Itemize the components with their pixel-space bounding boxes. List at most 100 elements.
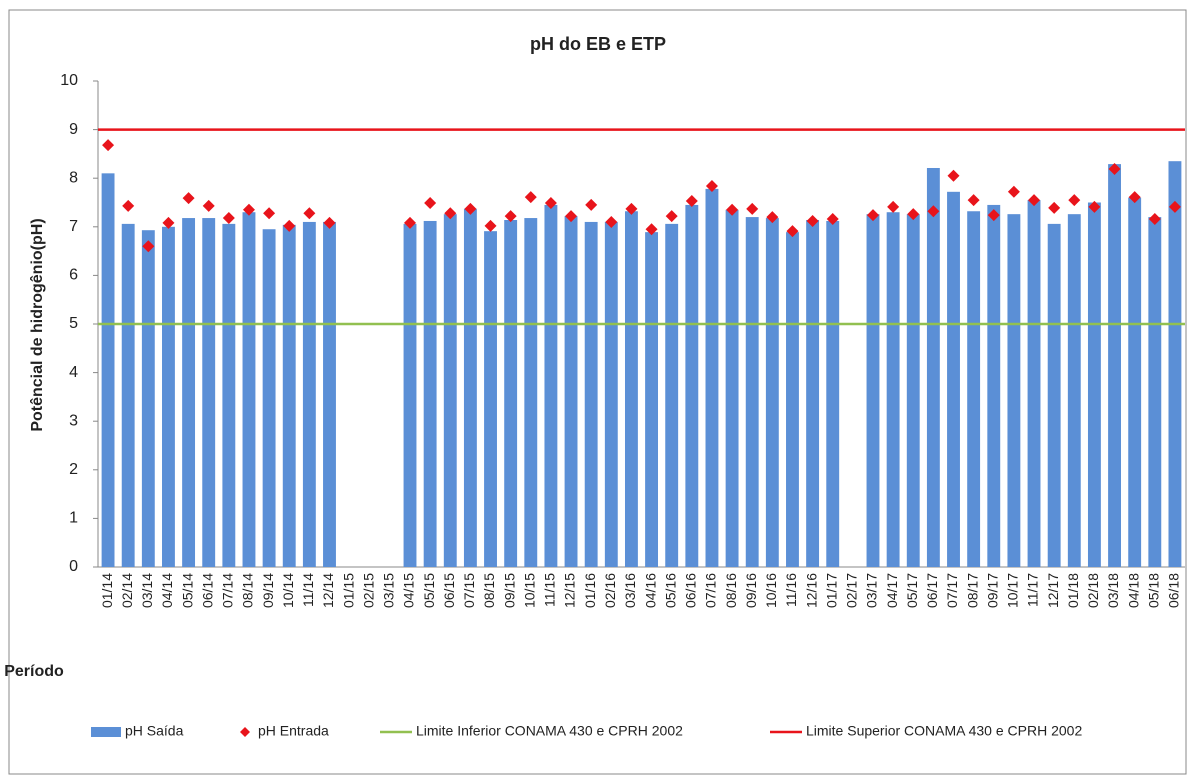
x-tick-label: 03/16	[622, 573, 638, 608]
y-tick-label: 10	[60, 72, 78, 89]
x-tick-label: 05/15	[421, 573, 437, 608]
bar	[484, 231, 497, 567]
x-tick-label: 07/17	[944, 573, 960, 608]
bar	[826, 220, 840, 567]
bar	[141, 230, 155, 567]
point	[142, 240, 155, 253]
x-tick-label: 08/16	[723, 573, 739, 608]
point	[102, 139, 115, 152]
point	[987, 209, 1000, 222]
x-tick-label: 05/14	[179, 573, 195, 608]
x-tick-label: 06/18	[1166, 573, 1182, 608]
bar	[222, 223, 236, 567]
point	[565, 210, 578, 223]
y-tick-label: 2	[69, 461, 78, 478]
legend-label: pH Entrada	[258, 723, 329, 739]
point	[705, 179, 718, 192]
point	[242, 203, 255, 216]
x-tick-label: 01/14	[99, 573, 115, 608]
point	[122, 199, 135, 212]
point	[524, 191, 537, 204]
x-tick-label: 04/14	[159, 573, 175, 608]
point	[464, 202, 477, 215]
x-tick-label: 11/15	[542, 573, 558, 607]
legend-label: pH Saída	[125, 723, 184, 739]
bar	[745, 217, 759, 567]
point	[1108, 162, 1121, 175]
point	[947, 169, 960, 182]
x-tick-label: 08/17	[964, 573, 980, 608]
x-tick-label: 04/18	[1125, 573, 1141, 608]
point	[1028, 194, 1041, 207]
point	[1148, 213, 1161, 226]
point	[404, 216, 417, 229]
x-tick-label: 02/18	[1085, 573, 1101, 608]
x-tick-label: 11/16	[783, 573, 799, 607]
x-tick-label: 04/16	[642, 573, 658, 608]
bar	[524, 218, 538, 567]
point	[444, 207, 457, 220]
bar	[242, 212, 256, 567]
x-tick-label: 03/17	[864, 573, 880, 608]
bar	[906, 214, 920, 567]
y-tick-label: 6	[69, 267, 78, 284]
point	[726, 203, 739, 216]
bar	[725, 209, 739, 568]
point	[1128, 191, 1141, 204]
point	[866, 209, 879, 222]
x-tick-label: 01/15	[340, 573, 356, 608]
bar	[463, 208, 477, 567]
x-tick-label: 10/14	[280, 573, 296, 608]
y-tick-label: 7	[69, 218, 78, 235]
point	[927, 205, 940, 218]
bar	[665, 223, 679, 567]
bar	[182, 218, 196, 567]
bar	[1128, 197, 1142, 567]
point	[484, 219, 497, 232]
x-tick-label: 09/15	[501, 573, 517, 608]
x-tick-label: 11/17	[1025, 573, 1041, 607]
point	[907, 208, 920, 221]
x-tick-label: 07/14	[220, 573, 236, 608]
x-tick-label: 10/17	[1005, 573, 1021, 608]
x-tick-label: 02/15	[360, 573, 376, 608]
bar	[564, 216, 578, 567]
bar	[947, 191, 960, 568]
point	[303, 207, 316, 220]
x-tick-label: 12/15	[562, 573, 578, 608]
point	[263, 207, 276, 220]
x-tick-label: 04/15	[401, 573, 417, 608]
point	[585, 198, 598, 211]
point	[1007, 185, 1020, 198]
bar	[121, 223, 135, 567]
point	[806, 214, 819, 227]
point	[222, 212, 235, 225]
bar	[987, 204, 1001, 567]
x-tick-label: 12/14	[320, 573, 336, 608]
x-tick-label: 12/16	[803, 573, 819, 608]
x-tick-label: 02/14	[119, 573, 135, 608]
x-tick-label: 07/16	[703, 573, 719, 608]
bar	[443, 214, 457, 567]
x-tick-label: 03/15	[381, 573, 397, 608]
bar	[624, 211, 638, 568]
bar	[1047, 223, 1061, 567]
bar	[604, 221, 618, 567]
point	[605, 215, 618, 228]
point	[1088, 200, 1101, 213]
point	[1048, 201, 1061, 214]
bar	[705, 188, 719, 567]
point	[887, 200, 900, 213]
x-tick-label: 02/16	[602, 573, 618, 608]
bar	[1168, 161, 1182, 567]
legend-swatch	[91, 727, 121, 737]
y-tick-label: 1	[69, 510, 78, 527]
bar	[403, 223, 417, 567]
x-tick-label: 03/18	[1105, 573, 1121, 608]
y-tick-label: 0	[69, 558, 78, 575]
point	[786, 225, 799, 238]
bar	[202, 218, 216, 567]
bar	[886, 212, 900, 567]
y-tick-label: 8	[69, 169, 78, 186]
